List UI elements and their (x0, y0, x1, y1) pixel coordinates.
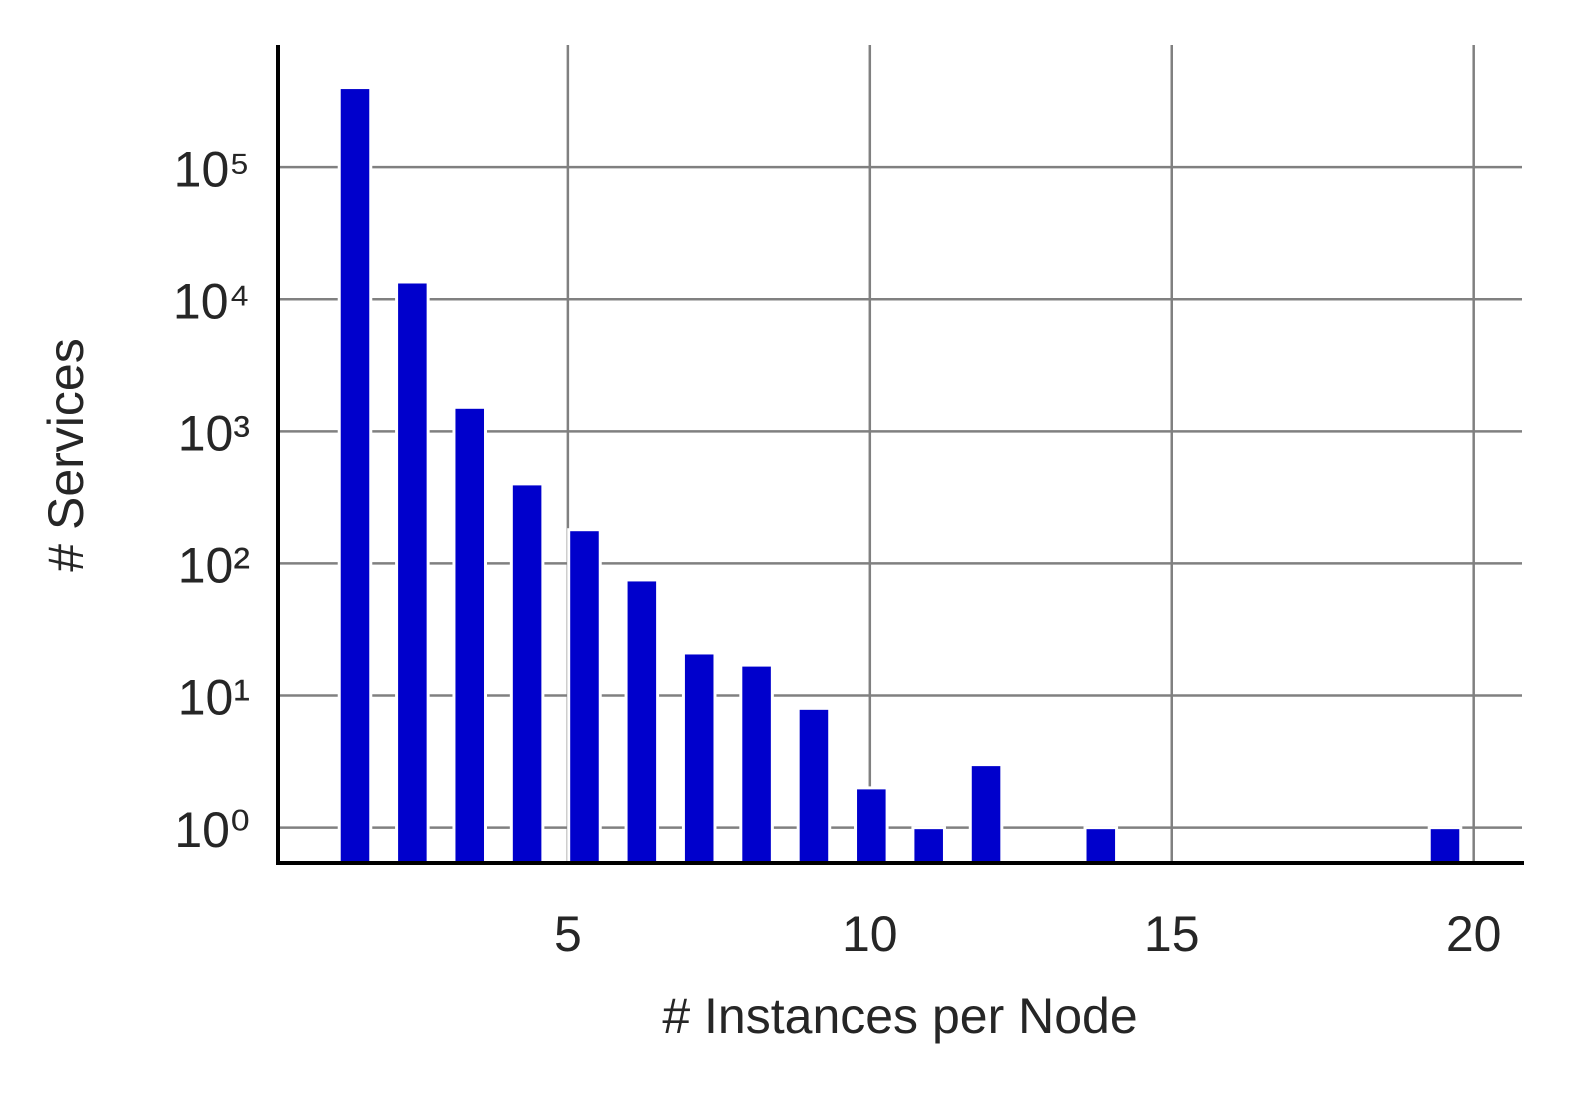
bar (1427, 826, 1463, 865)
x-tick-label: 15 (1144, 906, 1200, 962)
x-tick-label: 20 (1446, 906, 1502, 962)
x-tick-label: 5 (554, 906, 582, 962)
bar (337, 86, 373, 865)
x-tick-label: 10 (842, 906, 898, 962)
y-tick-label: 10⁰ (174, 802, 250, 858)
bar (1083, 826, 1119, 865)
bar (796, 706, 832, 865)
bar (911, 826, 946, 865)
y-axis-label: # Services (38, 338, 94, 571)
bar (854, 786, 889, 865)
bar (509, 482, 545, 865)
y-tick-label: 10³ (178, 406, 250, 462)
y-tick-label: 10⁵ (174, 141, 250, 197)
bar (624, 578, 660, 865)
bars (337, 86, 1463, 865)
bar (395, 280, 430, 865)
bar (567, 528, 602, 865)
bar (739, 663, 774, 865)
x-axis-label: # Instances per Node (662, 988, 1137, 1044)
bar (452, 405, 488, 865)
y-tick-label: 10⁴ (173, 273, 250, 329)
y-tick-label: 10² (178, 538, 250, 594)
y-tick-label: 10¹ (178, 670, 250, 726)
bar (681, 651, 717, 865)
bar (968, 763, 1004, 865)
